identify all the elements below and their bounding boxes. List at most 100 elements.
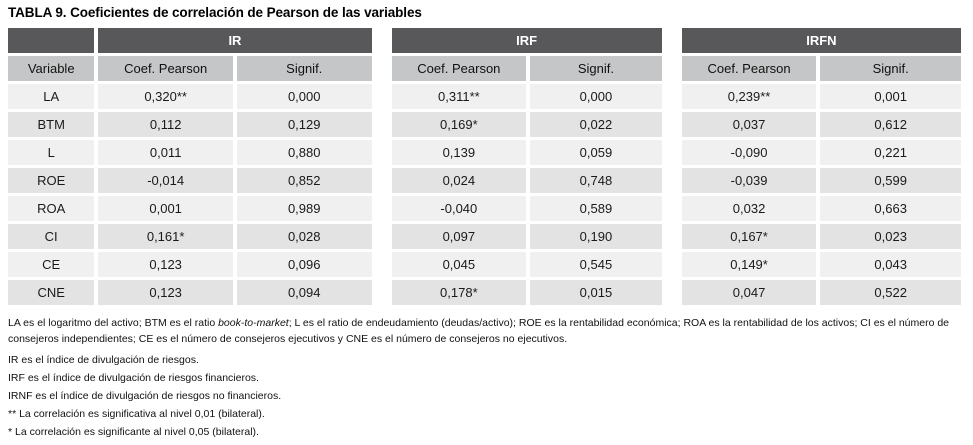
signif-cell: 0,221 xyxy=(820,140,961,165)
signif-cell: 0,015 xyxy=(530,280,662,305)
signif-cell: 0,852 xyxy=(236,168,372,193)
signif-cell: 0,022 xyxy=(530,112,662,137)
column-gap xyxy=(666,28,678,53)
signif-cell: 0,880 xyxy=(236,140,372,165)
footnote-significance-05: * La correlación es significante al nive… xyxy=(8,426,259,438)
coef-cell: 0,239** xyxy=(681,84,817,109)
coef-cell: 0,011 xyxy=(98,140,233,165)
footnote-definitions: LA es el logaritmo del activo; BTM es el… xyxy=(8,315,965,347)
coef-cell: 0,047 xyxy=(681,280,817,305)
group-header-ir: IR xyxy=(98,28,372,53)
coef-cell: -0,040 xyxy=(391,196,527,221)
column-gap xyxy=(666,140,678,165)
column-gap xyxy=(666,196,678,221)
header-coef-irfn: Coef. Pearson xyxy=(681,56,817,81)
signif-cell: 0,589 xyxy=(530,196,662,221)
coef-cell: 0,320** xyxy=(98,84,233,109)
signif-cell: 0,043 xyxy=(820,252,961,277)
variable-cell: CI xyxy=(8,224,95,249)
coef-cell: 0,161* xyxy=(98,224,233,249)
coef-cell: -0,090 xyxy=(681,140,817,165)
variable-cell: CE xyxy=(8,252,95,277)
column-gap xyxy=(376,56,388,81)
signif-cell: 0,096 xyxy=(236,252,372,277)
table-row: CNE 0,123 0,094 0,178* 0,015 0,047 0,522 xyxy=(8,280,961,305)
footnote-definitions-pre: LA es el logaritmo del activo; BTM es el… xyxy=(8,317,219,329)
coef-cell: 0,311** xyxy=(391,84,527,109)
table-row: ROE -0,014 0,852 0,024 0,748 -0,039 0,59… xyxy=(8,168,961,193)
group-header-irf: IRF xyxy=(391,28,662,53)
header-coef-irf: Coef. Pearson xyxy=(391,56,527,81)
table-row: CI 0,161* 0,028 0,097 0,190 0,167* 0,023 xyxy=(8,224,961,249)
footnote-irf: IRF es el índice de divulgación de riesg… xyxy=(8,372,259,384)
header-coef-ir: Coef. Pearson xyxy=(98,56,233,81)
column-gap xyxy=(376,140,388,165)
signif-cell: 0,023 xyxy=(820,224,961,249)
corner-cell xyxy=(8,28,95,53)
signif-cell: 0,059 xyxy=(530,140,662,165)
table-row: LA 0,320** 0,000 0,311** 0,000 0,239** 0… xyxy=(8,84,961,109)
footnote-irnf: IRNF es el índice de divulgación de ries… xyxy=(8,390,282,402)
table-title: TABLA 9. Coeficientes de correlación de … xyxy=(8,5,422,20)
column-gap xyxy=(666,56,678,81)
signif-cell: 0,001 xyxy=(820,84,961,109)
column-gap xyxy=(666,84,678,109)
signif-cell: 0,612 xyxy=(820,112,961,137)
column-gap xyxy=(376,84,388,109)
group-header-irfn: IRFN xyxy=(681,28,961,53)
signif-cell: 0,028 xyxy=(236,224,372,249)
footnote-significance-01: ** La correlación es significativa al ni… xyxy=(8,408,265,420)
footnote-ir: IR es el índice de divulgación de riesgo… xyxy=(8,354,199,366)
coef-cell: 0,112 xyxy=(98,112,233,137)
coef-cell: 0,178* xyxy=(391,280,527,305)
coef-cell: -0,039 xyxy=(681,168,817,193)
table-row: BTM 0,112 0,129 0,169* 0,022 0,037 0,612 xyxy=(8,112,961,137)
column-gap xyxy=(666,252,678,277)
coef-cell: 0,097 xyxy=(391,224,527,249)
variable-cell: ROE xyxy=(8,168,95,193)
column-gap xyxy=(376,224,388,249)
variable-cell: BTM xyxy=(8,112,95,137)
signif-cell: 0,190 xyxy=(530,224,662,249)
coef-cell: 0,167* xyxy=(681,224,817,249)
coef-cell: 0,037 xyxy=(681,112,817,137)
column-gap xyxy=(376,196,388,221)
variable-cell: LA xyxy=(8,84,95,109)
coef-cell: 0,139 xyxy=(391,140,527,165)
column-gap xyxy=(376,252,388,277)
coef-cell: 0,149* xyxy=(681,252,817,277)
header-variable: Variable xyxy=(8,56,95,81)
footnote-definitions-italic: book-to-market xyxy=(218,317,289,329)
variable-cell: L xyxy=(8,140,95,165)
signif-cell: 0,094 xyxy=(236,280,372,305)
signif-cell: 0,748 xyxy=(530,168,662,193)
column-gap xyxy=(666,112,678,137)
variable-cell: ROA xyxy=(8,196,95,221)
table-row: L 0,011 0,880 0,139 0,059 -0,090 0,221 xyxy=(8,140,961,165)
column-gap xyxy=(376,280,388,305)
coef-cell: 0,032 xyxy=(681,196,817,221)
signif-cell: 0,000 xyxy=(530,84,662,109)
signif-cell: 0,129 xyxy=(236,112,372,137)
variable-cell: CNE xyxy=(8,280,95,305)
column-gap xyxy=(666,168,678,193)
table-row: CE 0,123 0,096 0,045 0,545 0,149* 0,043 xyxy=(8,252,961,277)
coef-cell: 0,123 xyxy=(98,280,233,305)
signif-cell: 0,000 xyxy=(236,84,372,109)
signif-cell: 0,663 xyxy=(820,196,961,221)
header-signif-irfn: Signif. xyxy=(820,56,961,81)
signif-cell: 0,599 xyxy=(820,168,961,193)
group-header-row: IR IRF IRFN xyxy=(8,28,961,53)
column-gap xyxy=(376,28,388,53)
column-header-row: Variable Coef. Pearson Signif. Coef. Pea… xyxy=(8,56,961,81)
column-gap xyxy=(666,280,678,305)
signif-cell: 0,989 xyxy=(236,196,372,221)
signif-cell: 0,522 xyxy=(820,280,961,305)
signif-cell: 0,545 xyxy=(530,252,662,277)
footnotes: LA es el logaritmo del activo; BTM es el… xyxy=(8,315,965,441)
footnote-definitions-post: ; L es el ratio de endeudamiento (deudas… xyxy=(8,317,950,345)
header-signif-ir: Signif. xyxy=(236,56,372,81)
coef-cell: 0,169* xyxy=(391,112,527,137)
coef-cell: 0,123 xyxy=(98,252,233,277)
